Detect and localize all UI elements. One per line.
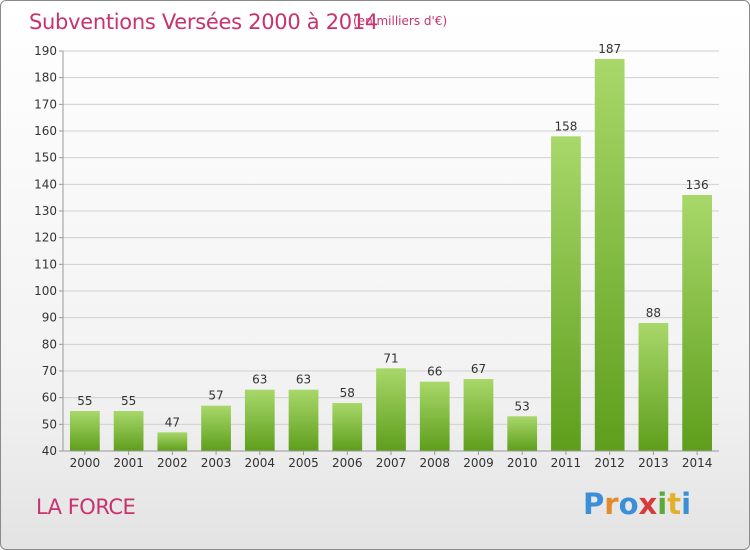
x-tick-label: 2009 bbox=[463, 456, 494, 470]
y-tick-label: 80 bbox=[42, 337, 57, 351]
y-tick-label: 180 bbox=[34, 71, 57, 85]
data-label: 53 bbox=[515, 399, 530, 413]
bar-2005 bbox=[288, 389, 319, 451]
x-tick-label: 2013 bbox=[638, 456, 669, 470]
x-tick-label: 2002 bbox=[157, 456, 188, 470]
data-label: 63 bbox=[252, 373, 267, 387]
y-tick-label: 160 bbox=[34, 124, 57, 138]
y-tick-label: 120 bbox=[34, 231, 57, 245]
data-label: 63 bbox=[296, 373, 311, 387]
data-label: 55 bbox=[121, 394, 136, 408]
bar-2012 bbox=[594, 59, 625, 451]
y-tick-label: 40 bbox=[42, 444, 57, 458]
bars bbox=[69, 59, 713, 452]
x-tick-label: 2004 bbox=[245, 456, 276, 470]
logo-letter: t bbox=[667, 487, 682, 521]
bar-2011 bbox=[551, 136, 581, 452]
x-tick-label: 2007 bbox=[376, 456, 407, 470]
axes bbox=[59, 50, 719, 455]
bar-2006 bbox=[332, 403, 363, 451]
place-name: LA FORCE bbox=[36, 495, 136, 519]
logo-letter: i bbox=[681, 487, 692, 521]
y-tick-label: 60 bbox=[42, 391, 57, 405]
data-label: 57 bbox=[208, 389, 223, 403]
x-tick-label: 2003 bbox=[201, 456, 232, 470]
data-label: 187 bbox=[598, 42, 621, 56]
x-tick-label: 2010 bbox=[507, 456, 538, 470]
bar-2004 bbox=[244, 389, 275, 451]
data-label: 158 bbox=[554, 119, 577, 133]
bar-2008 bbox=[419, 381, 450, 451]
x-tick-label: 2012 bbox=[594, 456, 625, 470]
bar-2009 bbox=[463, 379, 494, 451]
logo-letter: P bbox=[583, 487, 605, 521]
chart-unit: (en milliers d'€) bbox=[353, 14, 448, 28]
logo-letter: i bbox=[657, 487, 668, 521]
data-label: 66 bbox=[427, 365, 442, 379]
y-tick-label: 140 bbox=[34, 177, 57, 191]
data-label: 88 bbox=[646, 306, 661, 320]
y-tick-label: 90 bbox=[42, 311, 57, 325]
labels: 40 50 60 70 80 90 100 110 120 130 140 150 160 170 180 1… bbox=[34, 42, 712, 470]
data-label: 55 bbox=[77, 394, 92, 408]
x-tick-label: 2000 bbox=[70, 456, 101, 470]
bar-2001 bbox=[113, 411, 144, 451]
bar-2013 bbox=[638, 323, 669, 451]
y-tick-label: 100 bbox=[34, 284, 57, 298]
x-tick-label: 2001 bbox=[113, 456, 144, 470]
x-tick-label: 2011 bbox=[551, 456, 582, 470]
data-label: 47 bbox=[165, 415, 180, 429]
data-label: 58 bbox=[340, 386, 355, 400]
y-tick-label: 190 bbox=[34, 44, 57, 58]
logo-letter: r bbox=[604, 487, 619, 521]
x-tick-label: 2005 bbox=[288, 456, 319, 470]
x-tick-label: 2008 bbox=[419, 456, 450, 470]
data-label: 71 bbox=[383, 351, 398, 365]
y-tick-label: 130 bbox=[34, 204, 57, 218]
bar-2007 bbox=[376, 368, 406, 451]
bar-2000 bbox=[69, 411, 100, 451]
y-tick-label: 50 bbox=[42, 417, 57, 431]
y-tick-label: 150 bbox=[34, 151, 57, 165]
y-tick-label: 110 bbox=[34, 257, 57, 271]
proxiti-logo: Proxiti bbox=[583, 487, 691, 521]
bar-2003 bbox=[201, 405, 231, 451]
y-tick-label: 70 bbox=[42, 364, 57, 378]
x-tick-label: 2014 bbox=[682, 456, 713, 470]
bar-2014 bbox=[682, 195, 713, 451]
y-tick-label: 170 bbox=[34, 97, 57, 111]
logo-letter: o bbox=[618, 487, 639, 521]
chart-title: Subventions Versées 2000 à 2014 bbox=[29, 10, 378, 34]
bar-2002 bbox=[157, 432, 188, 451]
data-label: 136 bbox=[686, 178, 709, 192]
bar-2010 bbox=[507, 416, 538, 451]
logo-letter: x bbox=[638, 487, 658, 521]
x-tick-label: 2006 bbox=[332, 456, 363, 470]
data-label: 67 bbox=[471, 362, 486, 376]
